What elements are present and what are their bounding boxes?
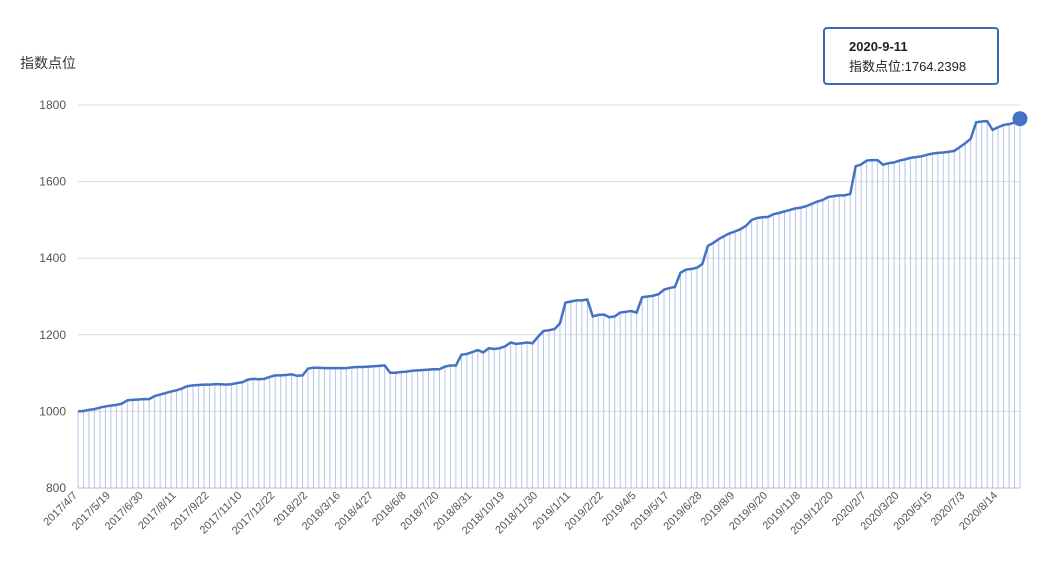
y-axis-title: 指数点位 bbox=[20, 55, 76, 71]
y-tick-label: 1200 bbox=[39, 328, 66, 342]
y-tick-label: 1800 bbox=[39, 98, 66, 112]
highlight-point bbox=[1012, 111, 1028, 127]
tooltip-title: 2020-9-11 bbox=[849, 39, 908, 54]
y-tick-label: 1000 bbox=[39, 404, 66, 418]
y-tick-label: 800 bbox=[46, 481, 66, 495]
y-tick-label: 1600 bbox=[39, 175, 66, 189]
line bbox=[77, 117, 1021, 413]
tooltip: 2020-9-11 指数点位:1764.2398 bbox=[823, 27, 999, 85]
y-tick-label: 1400 bbox=[39, 251, 66, 265]
tooltip-text: 指数点位:1764.2398 bbox=[849, 59, 967, 74]
